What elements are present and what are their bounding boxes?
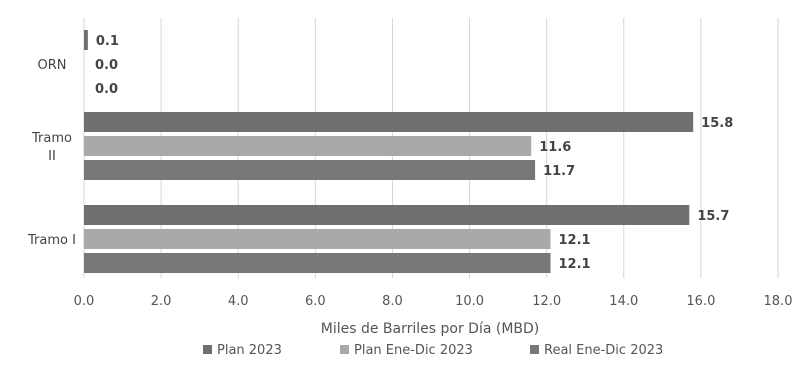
category-label: ORN <box>38 58 67 73</box>
legend-label: Real Ene-Dic 2023 <box>544 343 663 358</box>
data-label: 11.7 <box>543 164 575 179</box>
x-tick-label: 8.0 <box>382 294 403 309</box>
bar-plan-2023 <box>84 30 88 50</box>
data-label: 15.7 <box>697 209 729 224</box>
x-tick-label: 10.0 <box>455 294 484 309</box>
x-tick-label: 12.0 <box>532 294 561 309</box>
x-axis-ticks: 0.0 2.0 4.0 6.0 8.0 10.0 12.0 14.0 16.0 18.0 <box>74 294 792 309</box>
legend-swatch <box>530 345 539 354</box>
bar-real-ene-dic-2023 <box>84 160 536 180</box>
y-axis-categories: ORN Tramo II Tramo I <box>27 58 76 248</box>
legend-swatch <box>340 345 349 354</box>
category-label: Tramo <box>31 131 72 146</box>
x-tick-label: 16.0 <box>686 294 715 309</box>
legend-label: Plan Ene-Dic 2023 <box>354 343 473 358</box>
bars <box>84 30 694 273</box>
legend-swatch <box>203 345 212 354</box>
data-label: 0.1 <box>96 34 119 49</box>
data-label: 11.6 <box>539 140 571 155</box>
x-tick-label: 2.0 <box>151 294 172 309</box>
data-labels: 0.1 0.0 0.0 15.8 11.6 11.7 15.7 12.1 12.1 <box>95 34 733 272</box>
legend-label: Plan 2023 <box>217 343 282 358</box>
data-label: 0.0 <box>95 82 118 97</box>
x-axis-title: Miles de Barriles por Día (MBD) <box>321 321 540 337</box>
x-tick-label: 4.0 <box>228 294 249 309</box>
category-label: II <box>48 149 56 164</box>
bar-plan-2023 <box>84 205 690 225</box>
category-label: Tramo I <box>27 233 76 248</box>
x-tick-label: 6.0 <box>305 294 326 309</box>
bar-real-ene-dic-2023 <box>84 253 551 273</box>
bar-plan-ene-dic-2023 <box>84 229 551 249</box>
data-label: 12.1 <box>559 257 591 272</box>
data-label: 15.8 <box>701 116 733 131</box>
data-label: 0.0 <box>95 58 118 73</box>
bar-plan-2023 <box>84 112 694 132</box>
bar-plan-ene-dic-2023 <box>84 136 532 156</box>
legend: Plan 2023 Plan Ene-Dic 2023 Real Ene-Dic 2… <box>203 343 663 358</box>
x-tick-label: 0.0 <box>74 294 95 309</box>
x-tick-label: 14.0 <box>609 294 638 309</box>
data-label: 12.1 <box>559 233 591 248</box>
x-tick-label: 18.0 <box>764 294 792 309</box>
